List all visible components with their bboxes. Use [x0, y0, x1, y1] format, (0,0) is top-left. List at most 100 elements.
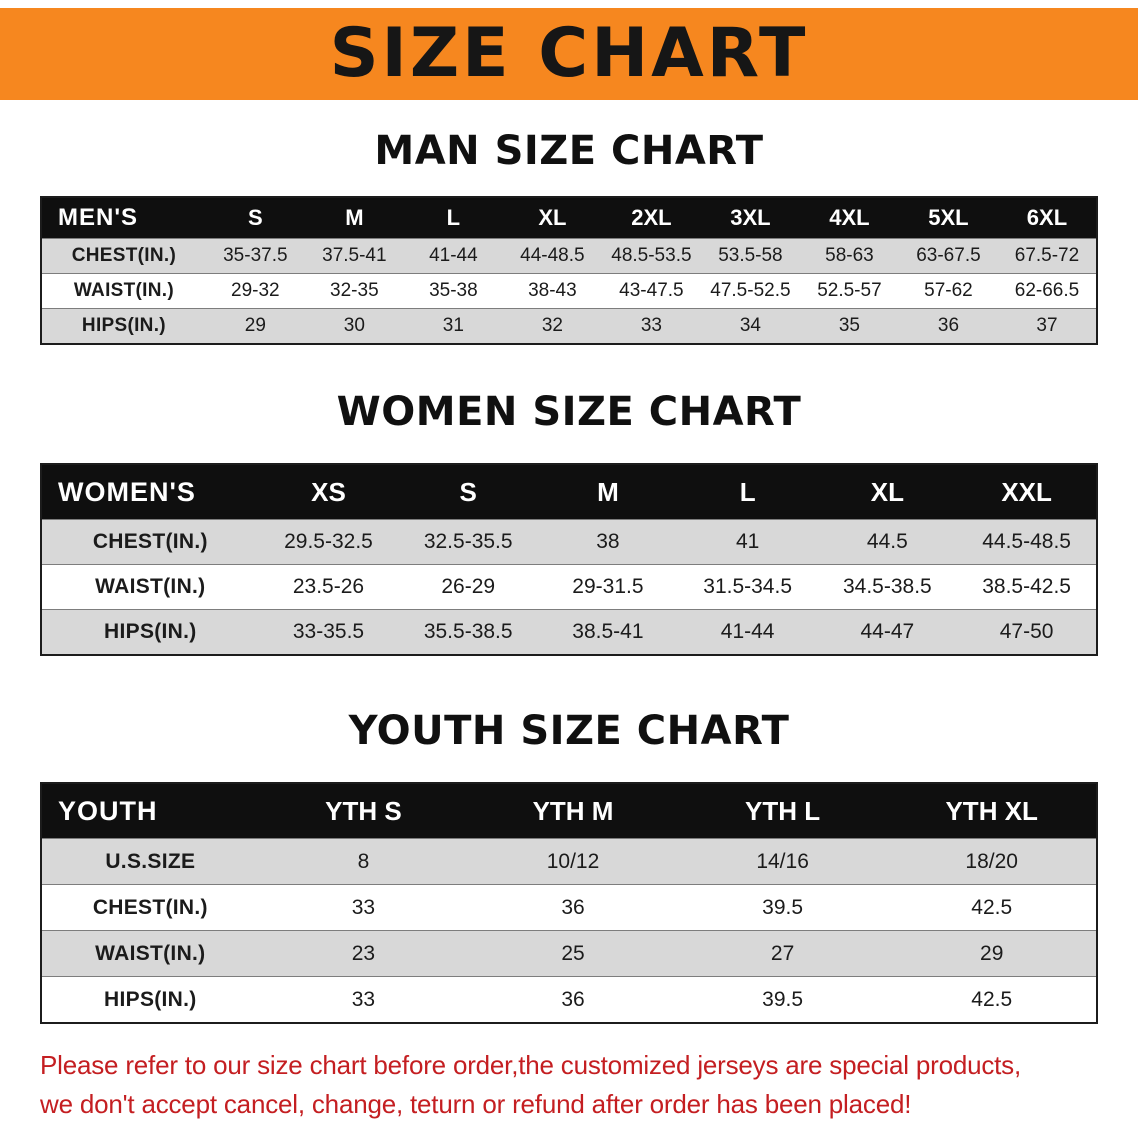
- value-cell: 34.5-38.5: [817, 564, 958, 610]
- value-cell: 47.5-52.5: [700, 273, 800, 309]
- table-row: HIPS(IN.) 33-35.5 35.5-38.5 38.5-41 41-44 44-…: [41, 609, 1097, 655]
- column-header-cell: YTH S: [258, 783, 469, 839]
- table-title-cell: YOUTH: [41, 783, 259, 839]
- column-header-cell: YTH XL: [887, 783, 1097, 839]
- value-cell: 29-31.5: [538, 564, 678, 610]
- column-header-cell: XL: [502, 197, 602, 239]
- column-header-cell: 4XL: [799, 197, 899, 239]
- value-cell: 32: [502, 308, 602, 344]
- value-cell: 48.5-53.5: [601, 238, 701, 274]
- footer-note: Please refer to our size chart before or…: [0, 1046, 1138, 1124]
- value-cell: 38.5-42.5: [957, 564, 1097, 610]
- column-header-cell: 6XL: [997, 197, 1097, 239]
- row-label-cell: HIPS(IN.): [41, 308, 206, 344]
- table-header-row: YOUTH YTH S YTH M YTH L YTH XL: [41, 783, 1097, 839]
- footer-note-line1: Please refer to our size chart before or…: [40, 1050, 1022, 1080]
- value-cell: 30: [304, 308, 404, 344]
- value-cell: 39.5: [677, 884, 888, 931]
- column-header-cell: 5XL: [898, 197, 998, 239]
- table-row: CHEST(IN.) 35-37.5 37.5-41 41-44 44-48.5 48.5…: [41, 238, 1097, 274]
- value-cell: 27: [677, 930, 888, 977]
- value-cell: 37.5-41: [304, 238, 404, 274]
- value-cell: 26-29: [398, 564, 539, 610]
- value-cell: 41: [677, 519, 818, 565]
- value-cell: 36: [468, 884, 678, 931]
- value-cell: 41-44: [677, 609, 818, 655]
- column-header-cell: M: [304, 197, 404, 239]
- value-cell: 8: [258, 838, 469, 885]
- row-label-cell: WAIST(IN.): [41, 564, 259, 610]
- page-title: SIZE CHART: [329, 14, 809, 93]
- row-label-cell: CHEST(IN.): [41, 238, 206, 274]
- value-cell: 63-67.5: [898, 238, 998, 274]
- value-cell: 39.5: [677, 976, 888, 1023]
- column-header-cell: S: [205, 197, 305, 239]
- column-header-cell: XXL: [957, 464, 1097, 520]
- value-cell: 44-47: [817, 609, 958, 655]
- value-cell: 29.5-32.5: [258, 519, 399, 565]
- size-table: YOUTH YTH S YTH M YTH L YTH XL U.S.SIZE 8 10/12…: [40, 782, 1098, 1024]
- value-cell: 31: [403, 308, 503, 344]
- value-cell: 38-43: [502, 273, 602, 309]
- value-cell: 14/16: [677, 838, 888, 885]
- row-label-cell: CHEST(IN.): [41, 884, 259, 931]
- men-size-table-container: MEN'S S M L XL 2XL 3XL 4XL 5XL 6XL CHEST(IN.) 35-37…: [0, 196, 1138, 345]
- value-cell: 53.5-58: [700, 238, 800, 274]
- value-cell: 62-66.5: [997, 273, 1097, 309]
- column-header-cell: 2XL: [601, 197, 701, 239]
- row-label-cell: WAIST(IN.): [41, 273, 206, 309]
- value-cell: 38: [538, 519, 678, 565]
- value-cell: 33: [258, 976, 469, 1023]
- women-size-table-container: WOMEN'S XS S M L XL XXL CHEST(IN.) 29.5-32.5 32.5…: [0, 463, 1138, 656]
- table-header-row: MEN'S S M L XL 2XL 3XL 4XL 5XL 6XL: [41, 197, 1097, 239]
- column-header-cell: L: [677, 464, 818, 520]
- value-cell: 35: [799, 308, 899, 344]
- value-cell: 32.5-35.5: [398, 519, 539, 565]
- table-row: WAIST(IN.) 29-32 32-35 35-38 38-43 43-47.5 47.…: [41, 273, 1097, 309]
- table-row: HIPS(IN.) 33 36 39.5 42.5: [41, 976, 1097, 1023]
- column-header-cell: YTH M: [468, 783, 678, 839]
- value-cell: 29: [887, 930, 1097, 977]
- value-cell: 58-63: [799, 238, 899, 274]
- row-label-cell: HIPS(IN.): [41, 976, 259, 1023]
- table-row: WAIST(IN.) 23 25 27 29: [41, 930, 1097, 977]
- value-cell: 29-32: [205, 273, 305, 309]
- value-cell: 10/12: [468, 838, 678, 885]
- column-header-cell: XL: [817, 464, 958, 520]
- column-header-cell: M: [538, 464, 678, 520]
- value-cell: 23.5-26: [258, 564, 399, 610]
- value-cell: 35-37.5: [205, 238, 305, 274]
- value-cell: 25: [468, 930, 678, 977]
- table-row: U.S.SIZE 8 10/12 14/16 18/20: [41, 838, 1097, 885]
- row-label-cell: U.S.SIZE: [41, 838, 259, 885]
- value-cell: 44.5-48.5: [957, 519, 1097, 565]
- row-label-cell: HIPS(IN.): [41, 609, 259, 655]
- size-table: MEN'S S M L XL 2XL 3XL 4XL 5XL 6XL CHEST(IN.) 35-37…: [40, 196, 1098, 345]
- value-cell: 42.5: [887, 976, 1097, 1023]
- value-cell: 52.5-57: [799, 273, 899, 309]
- value-cell: 47-50: [957, 609, 1097, 655]
- value-cell: 33: [601, 308, 701, 344]
- value-cell: 35-38: [403, 273, 503, 309]
- value-cell: 38.5-41: [538, 609, 678, 655]
- table-row: HIPS(IN.) 29 30 31 32 33 34 35 36 37: [41, 308, 1097, 344]
- value-cell: 31.5-34.5: [677, 564, 818, 610]
- value-cell: 29: [205, 308, 305, 344]
- value-cell: 32-35: [304, 273, 404, 309]
- row-label-cell: WAIST(IN.): [41, 930, 259, 977]
- youth-size-table-container: YOUTH YTH S YTH M YTH L YTH XL U.S.SIZE 8 10/12…: [0, 782, 1138, 1024]
- value-cell: 67.5-72: [997, 238, 1097, 274]
- table-title-cell: MEN'S: [41, 197, 206, 239]
- value-cell: 43-47.5: [601, 273, 701, 309]
- banner: SIZE CHART: [0, 8, 1138, 100]
- value-cell: 44-48.5: [502, 238, 602, 274]
- women-section: WOMEN SIZE CHART WOMEN'S XS S M L XL XXL CHEST(…: [0, 389, 1138, 656]
- table-row: CHEST(IN.) 29.5-32.5 32.5-35.5 38 41 44.5 44.5…: [41, 519, 1097, 565]
- column-header-cell: 3XL: [700, 197, 800, 239]
- table-row: CHEST(IN.) 33 36 39.5 42.5: [41, 884, 1097, 931]
- table-header-row: WOMEN'S XS S M L XL XXL: [41, 464, 1097, 520]
- size-table: WOMEN'S XS S M L XL XXL CHEST(IN.) 29.5-32.5 32.5…: [40, 463, 1098, 656]
- value-cell: 36: [898, 308, 998, 344]
- value-cell: 41-44: [403, 238, 503, 274]
